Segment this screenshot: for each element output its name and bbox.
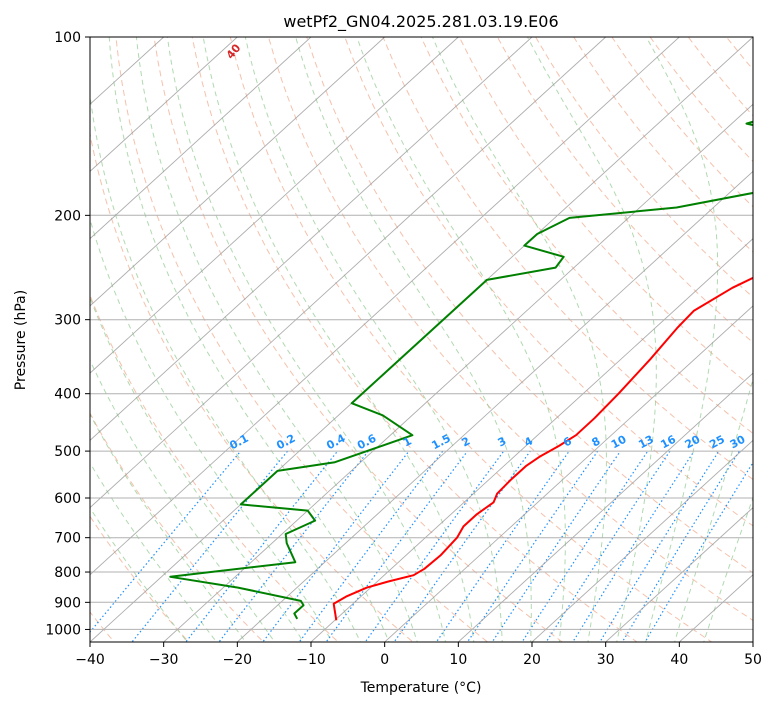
- isotherm: [163, 103, 753, 642]
- dry-adiabat: [229, 37, 713, 642]
- y-tick-label: 600: [54, 491, 81, 507]
- moist-adiabat: [90, 506, 188, 642]
- y-tick-label: 400: [54, 387, 81, 403]
- y-tick-label: 500: [54, 444, 81, 460]
- dry-adiabat-label: 40: [224, 41, 244, 61]
- isotherm: [384, 305, 753, 642]
- mixing-ratio-label: 25: [707, 433, 727, 452]
- x-tick-label: −10: [296, 652, 326, 668]
- y-axis: 100 200 300 400 500 600 700 800 900 1000: [45, 30, 90, 638]
- chart-title: wetPf2_GN04.2025.281.03.19.E06: [283, 12, 558, 32]
- x-tick-label: 30: [597, 652, 615, 668]
- x-tick-label: 50: [744, 652, 762, 668]
- isotherm: [90, 37, 386, 307]
- dry-adiabat: [344, 37, 753, 527]
- y-tick-label: 300: [54, 313, 81, 329]
- dry-adiabat: [458, 37, 753, 389]
- y-tick-label: 800: [54, 565, 81, 581]
- x-tick-label: 40: [670, 652, 688, 668]
- dry-adiabat: [687, 37, 753, 117]
- mixing-ratio-label: 20: [683, 433, 703, 452]
- x-tick-label: −20: [223, 652, 253, 668]
- isotherm: [605, 506, 753, 642]
- moist-adiabat: [166, 37, 447, 642]
- isotherm: [310, 238, 753, 642]
- moist-adiabat: [90, 296, 305, 642]
- isotherm: [90, 37, 312, 240]
- dry-adiabat: [382, 37, 753, 481]
- mixing-ratio-line: [435, 450, 570, 642]
- x-tick-label: 10: [449, 652, 467, 668]
- dry-adiabat: [90, 412, 265, 642]
- x-axis-label: Temperature (°C): [360, 680, 482, 696]
- mixing-ratio-label: 1.5: [429, 432, 452, 453]
- moist-adiabat: [108, 37, 390, 642]
- isotherm: [236, 170, 753, 642]
- x-tick-label: −40: [75, 652, 105, 668]
- moist-adiabat: [645, 37, 719, 642]
- moist-adiabat: [674, 377, 753, 642]
- isotherm: [90, 37, 459, 374]
- moist-adiabat: [90, 358, 276, 642]
- mixing-ratio-line: [90, 450, 242, 633]
- dry-adiabat: [90, 515, 190, 642]
- mixing-ratio-label: 30: [728, 433, 748, 452]
- x-axis: −40 −30 −20 −10 0 10 20 30 40 50: [75, 642, 762, 668]
- mixing-ratio-line: [521, 450, 649, 642]
- isotherm: [531, 439, 753, 642]
- y-tick-label: 1000: [45, 622, 81, 638]
- y-tick-label: 200: [54, 208, 81, 224]
- mixing-ratio-label: 8: [590, 434, 603, 449]
- x-tick-label: 0: [380, 652, 389, 668]
- background-lines: [90, 37, 775, 654]
- isotherm: [90, 37, 607, 509]
- x-tick-label: −30: [149, 652, 179, 668]
- dewpoint-profile-line: [169, 120, 753, 620]
- dry-adiabat: [306, 37, 753, 574]
- moist-adiabat: [432, 37, 607, 642]
- moist-adiabat: [356, 37, 566, 642]
- isotherm: [90, 37, 680, 576]
- plot-frame: [89, 36, 754, 643]
- mixing-ratio-label: 13: [636, 433, 656, 452]
- moist-adiabat: [703, 496, 753, 642]
- dry-adiabat: [153, 37, 564, 642]
- dry-adiabat: [535, 37, 753, 298]
- dry-adiabat: [420, 37, 753, 435]
- dry-adiabat: [726, 37, 753, 71]
- x-tick-label: 20: [523, 652, 541, 668]
- y-tick-label: 900: [54, 595, 81, 611]
- mixing-ratio-label: 16: [658, 433, 678, 452]
- temperature-profile-line: [332, 276, 753, 621]
- dry-adiabat: [191, 37, 638, 642]
- isotherm: [457, 372, 753, 642]
- isotherm: [752, 641, 753, 642]
- sounding-curves: [169, 120, 753, 621]
- dry-adiabat: [268, 37, 753, 622]
- moist-adiabat: [90, 461, 218, 642]
- mixing-ratio-line: [131, 450, 289, 642]
- mixing-ratio-line: [218, 450, 369, 642]
- isotherm: [90, 37, 238, 173]
- moist-adiabat: [135, 37, 418, 642]
- mixing-ratio-label: 1: [401, 434, 414, 449]
- mixing-ratio-label: 0.4: [324, 432, 348, 453]
- mixing-ratio-label: 0.1: [227, 432, 250, 453]
- isotherm: [90, 37, 533, 441]
- dry-adiabat: [90, 293, 339, 642]
- mixing-ratio-label: 0.2: [274, 432, 297, 453]
- moist-adiabat: [90, 217, 333, 642]
- dry-adiabat: [573, 37, 753, 253]
- y-axis-label: Pressure (hPa): [13, 290, 29, 390]
- dry-adiabat: [765, 37, 775, 654]
- mixing-ratio-label: 10: [609, 433, 629, 452]
- mixing-ratio-label: 3: [496, 434, 509, 449]
- y-tick-label: 100: [54, 30, 81, 46]
- y-tick-label: 700: [54, 531, 81, 547]
- moist-adiabat: [90, 413, 247, 642]
